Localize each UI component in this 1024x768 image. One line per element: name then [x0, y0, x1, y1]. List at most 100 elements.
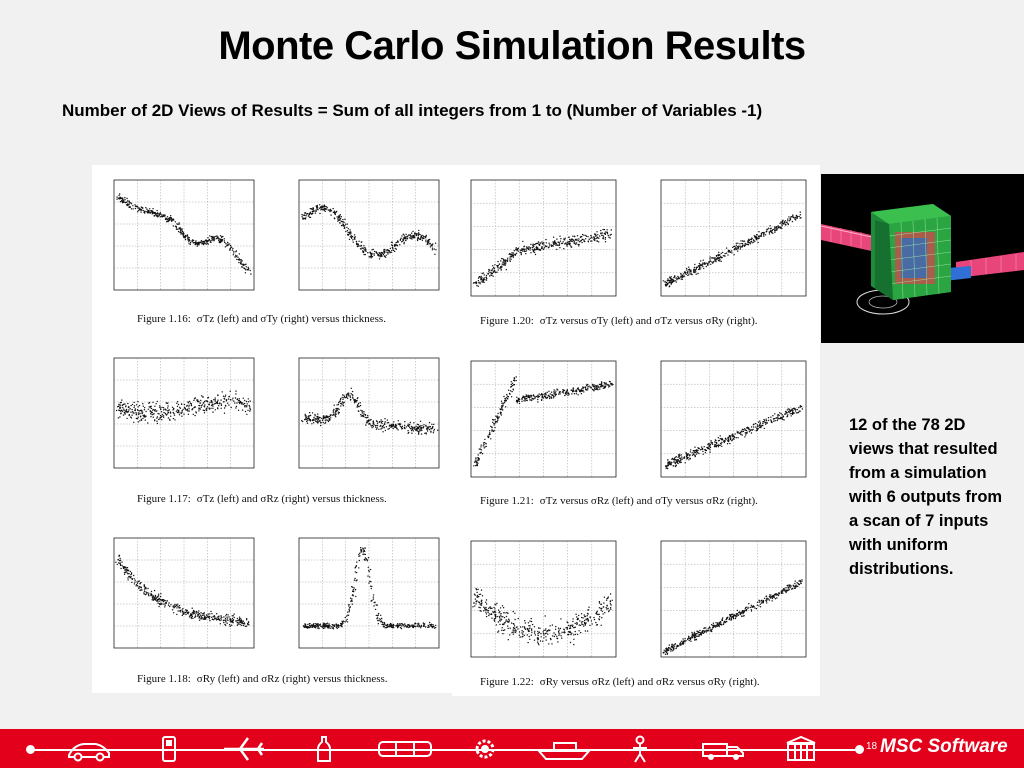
- data-point: [351, 598, 353, 600]
- data-point: [532, 243, 534, 245]
- data-point: [156, 420, 158, 422]
- data-point: [159, 216, 161, 218]
- data-point: [239, 623, 241, 626]
- data-point: [134, 205, 137, 207]
- data-point: [407, 430, 409, 432]
- data-point: [330, 210, 332, 212]
- data-point: [133, 412, 135, 414]
- data-point: [223, 616, 225, 618]
- data-point: [479, 281, 481, 283]
- data-point: [131, 581, 133, 584]
- data-point: [202, 243, 205, 245]
- data-point: [410, 237, 412, 240]
- data-point: [507, 618, 510, 620]
- data-point: [736, 609, 739, 612]
- data-point: [797, 411, 800, 414]
- data-point: [549, 637, 552, 640]
- data-point: [742, 613, 744, 615]
- data-point: [573, 626, 575, 629]
- data-point: [364, 416, 366, 419]
- data-point: [539, 244, 541, 247]
- data-point: [321, 626, 323, 628]
- data-point: [222, 619, 225, 622]
- data-point: [127, 579, 129, 581]
- data-point: [478, 459, 480, 461]
- data-point: [511, 382, 514, 384]
- data-point: [150, 405, 152, 407]
- data-point: [492, 418, 494, 421]
- data-point: [182, 611, 184, 613]
- data-point: [584, 386, 587, 389]
- data-point: [702, 262, 704, 264]
- data-point: [489, 271, 491, 273]
- data-point: [760, 232, 763, 235]
- data-point: [512, 384, 515, 386]
- data-point: [194, 397, 196, 399]
- data-point: [312, 212, 314, 215]
- data-point: [519, 636, 521, 638]
- data-point: [304, 413, 306, 415]
- data-point: [151, 595, 153, 597]
- data-point: [132, 208, 134, 210]
- data-point: [510, 381, 512, 383]
- data-point: [793, 216, 795, 218]
- data-point: [597, 389, 599, 391]
- data-point: [763, 235, 765, 237]
- data-point: [573, 393, 576, 395]
- data-point: [429, 246, 432, 248]
- data-point: [386, 422, 388, 424]
- data-point: [756, 429, 758, 431]
- data-point: [348, 603, 350, 606]
- data-point: [596, 237, 598, 240]
- data-point: [178, 223, 180, 225]
- data-point: [773, 418, 776, 420]
- data-point: [315, 420, 317, 423]
- data-point: [679, 276, 682, 278]
- data-point: [234, 402, 236, 404]
- data-point: [352, 239, 354, 241]
- data-point: [600, 229, 602, 232]
- data-point: [149, 208, 151, 210]
- data-point: [758, 601, 760, 603]
- data-point: [784, 413, 786, 415]
- data-point: [376, 618, 378, 620]
- data-point: [428, 421, 431, 424]
- data-point: [789, 413, 791, 415]
- data-point: [748, 242, 750, 244]
- data-point: [238, 253, 240, 255]
- data-point: [217, 617, 219, 620]
- data-point: [328, 209, 331, 211]
- data-point: [309, 625, 311, 627]
- data-point: [130, 404, 132, 407]
- data-point: [728, 436, 730, 439]
- data-point: [755, 426, 757, 428]
- data-point: [477, 280, 480, 282]
- data-point: [132, 205, 134, 207]
- data-point: [231, 399, 233, 401]
- data-point: [178, 607, 180, 609]
- data-point: [505, 269, 507, 271]
- data-point: [319, 212, 321, 215]
- data-point: [353, 234, 356, 236]
- data-point: [513, 250, 515, 252]
- data-point: [509, 390, 512, 392]
- data-point: [236, 622, 238, 624]
- data-point: [513, 630, 515, 632]
- data-point: [302, 420, 304, 423]
- data-point: [379, 253, 381, 255]
- data-point: [603, 602, 605, 604]
- data-point: [496, 264, 498, 267]
- data-point: [536, 246, 538, 248]
- data-point: [688, 635, 690, 638]
- data-point: [324, 207, 326, 210]
- data-point: [785, 221, 788, 223]
- data-point: [500, 612, 502, 615]
- data-point: [552, 242, 555, 245]
- data-point: [537, 396, 540, 398]
- data-point: [167, 409, 169, 412]
- data-point: [386, 627, 388, 629]
- data-point: [719, 444, 721, 447]
- data-point: [740, 246, 742, 249]
- data-point: [381, 425, 383, 428]
- data-point: [206, 242, 208, 244]
